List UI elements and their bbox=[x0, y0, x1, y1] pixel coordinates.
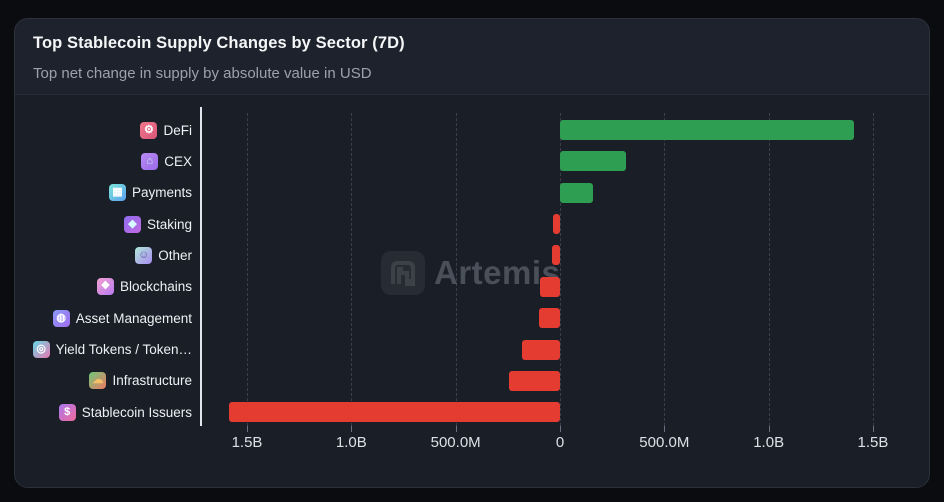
category-label: DeFi bbox=[163, 122, 192, 138]
chart-plot-area: Artemis 1.5B 1.0B 500.0M 0 500.0M 1.0B 1.5B ⚙ De… bbox=[15, 95, 929, 487]
gridline-1.0b bbox=[351, 113, 353, 426]
axis-tickmark bbox=[560, 426, 561, 432]
stablecoin-issuers-icon: $ bbox=[58, 403, 76, 421]
axis-tickmark bbox=[768, 426, 770, 432]
bar-other[interactable] bbox=[552, 245, 560, 266]
staking-icon: ◆ bbox=[123, 215, 141, 233]
other-icon: ☺ bbox=[135, 246, 153, 264]
axis-tickmark bbox=[455, 426, 457, 432]
chart-title: Top Stablecoin Supply Changes by Sector … bbox=[33, 34, 405, 52]
x-tick-label: 500.0M bbox=[430, 434, 481, 451]
category-row-label: ◆ Staking bbox=[15, 214, 192, 234]
artemis-logo-icon bbox=[381, 251, 425, 295]
bar-defi[interactable] bbox=[560, 120, 855, 140]
category-label: CEX bbox=[164, 153, 192, 169]
chart-header: Top Stablecoin Supply Changes by Sector … bbox=[15, 19, 929, 95]
x-tick-label: 1.0B bbox=[335, 434, 367, 451]
category-label: Blockchains bbox=[119, 279, 192, 295]
category-label: Infrastructure bbox=[112, 373, 192, 389]
gridline-0 bbox=[560, 113, 561, 426]
chart-subtitle: Top net change in supply by absolute val… bbox=[33, 65, 372, 82]
asset-management-icon: ◍ bbox=[52, 309, 70, 327]
bar-payments[interactable] bbox=[560, 182, 594, 203]
x-tick-label: 0 bbox=[555, 434, 565, 451]
x-tick-label: 500.0M bbox=[639, 434, 690, 451]
category-label: Payments bbox=[131, 185, 192, 201]
x-tick-label: 1.5B bbox=[231, 434, 263, 451]
axis-tickmark bbox=[351, 426, 353, 432]
infrastructure-icon: ☁ bbox=[89, 372, 107, 390]
axis-tickmark bbox=[664, 426, 666, 432]
x-tick-label: 1.5B bbox=[857, 434, 889, 451]
bar-asset-management[interactable] bbox=[538, 308, 560, 329]
yield-tokens-icon: ◎ bbox=[32, 341, 50, 359]
category-row-label: $ Stablecoin Issuers bbox=[15, 402, 192, 422]
gridline-1.5b bbox=[247, 113, 248, 426]
y-axis-line bbox=[200, 107, 202, 426]
artemis-watermark-text: Artemis bbox=[434, 254, 561, 291]
blockchains-icon: ❖ bbox=[96, 278, 114, 296]
category-row-label: ▦ Payments bbox=[15, 183, 192, 203]
category-label: Stablecoin Issuers bbox=[81, 404, 192, 420]
category-row-label: ☺ Other bbox=[15, 245, 192, 265]
category-row-label: ⚙ DeFi bbox=[15, 120, 192, 140]
artemis-watermark: Artemis bbox=[381, 251, 560, 295]
category-row-label: ❖ Blockchains bbox=[15, 277, 192, 297]
cex-icon: ⌂ bbox=[141, 152, 159, 170]
gridline-500.0m bbox=[455, 113, 457, 426]
chart-card: Top Stablecoin Supply Changes by Sector … bbox=[14, 18, 930, 488]
bar-yield-tokens-token[interactable] bbox=[522, 339, 560, 360]
gridline-500.0m bbox=[664, 113, 666, 426]
gridline-1.0b bbox=[768, 113, 770, 426]
bar-staking[interactable] bbox=[553, 214, 560, 235]
axis-tickmark bbox=[247, 426, 248, 432]
category-row-label: ◍ Asset Management bbox=[15, 308, 192, 328]
category-row-label: ◎ Yield Tokens / Token… bbox=[15, 340, 192, 360]
defi-icon: ⚙ bbox=[140, 121, 158, 139]
category-row-label: ☁ Infrastructure bbox=[15, 371, 192, 391]
bar-stablecoin-issuers[interactable] bbox=[229, 402, 560, 423]
bar-blockchains[interactable] bbox=[540, 276, 560, 297]
payments-icon: ▦ bbox=[108, 184, 126, 202]
category-label: Yield Tokens / Token… bbox=[55, 342, 192, 358]
x-tick-label: 1.0B bbox=[753, 434, 785, 451]
category-label: Asset Management bbox=[75, 310, 192, 326]
category-row-label: ⌂ CEX bbox=[15, 151, 192, 171]
gridline-1.5b bbox=[872, 113, 874, 426]
bar-infrastructure[interactable] bbox=[508, 370, 560, 391]
category-label: Other bbox=[158, 247, 192, 263]
axis-tickmark bbox=[872, 426, 874, 432]
category-label: Staking bbox=[146, 216, 192, 232]
bar-cex[interactable] bbox=[560, 151, 626, 172]
